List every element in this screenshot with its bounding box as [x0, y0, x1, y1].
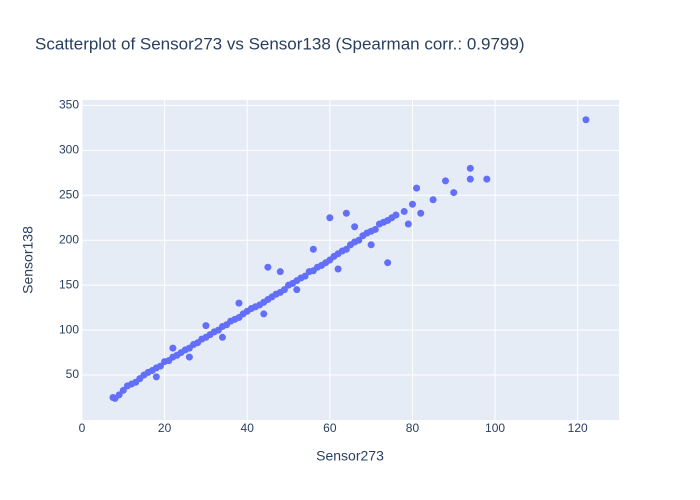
point	[202, 322, 210, 330]
point	[466, 175, 474, 183]
point	[185, 353, 193, 361]
point	[152, 373, 160, 381]
grid	[81, 100, 619, 420]
point	[169, 344, 177, 352]
point	[466, 164, 474, 172]
point	[334, 265, 342, 273]
y-tick-label: 350	[59, 98, 79, 112]
point	[264, 263, 272, 271]
y-tick-label: 250	[59, 187, 79, 201]
y-tick-label: 100	[59, 322, 79, 336]
point	[351, 223, 359, 231]
point	[429, 196, 437, 204]
point	[276, 268, 284, 276]
point	[156, 362, 164, 370]
x-tick-label: 100	[485, 421, 505, 435]
x-tick-label: 20	[158, 421, 172, 435]
point	[235, 299, 243, 307]
point	[218, 333, 226, 341]
y-axis-title: Sensor138	[20, 226, 36, 294]
y-tick-label: 300	[59, 143, 79, 157]
point	[342, 245, 350, 253]
point	[355, 236, 363, 244]
x-tick-label: 120	[568, 421, 588, 435]
point	[280, 286, 288, 294]
x-tick-label: 0	[79, 421, 86, 435]
point	[371, 225, 379, 233]
point	[483, 175, 491, 183]
point	[392, 211, 400, 219]
chart-title: Scatterplot of Sensor273 vs Sensor138 (S…	[35, 34, 525, 53]
x-tick-label: 60	[323, 421, 337, 435]
point	[384, 259, 392, 267]
y-tick-label: 150	[59, 277, 79, 291]
x-axis-title: Sensor273	[316, 448, 384, 464]
point	[119, 386, 127, 394]
point	[582, 116, 590, 124]
point	[404, 220, 412, 228]
y-tick-label: 200	[59, 232, 79, 246]
x-tick-label: 40	[241, 421, 255, 435]
point	[326, 214, 334, 222]
point	[413, 184, 421, 192]
point	[115, 391, 123, 399]
point	[309, 245, 317, 253]
point	[442, 177, 450, 185]
point	[408, 200, 416, 208]
point	[260, 310, 268, 318]
points	[109, 116, 590, 402]
plot-area	[82, 100, 619, 420]
point	[400, 207, 408, 215]
point	[367, 241, 375, 249]
point	[342, 209, 350, 217]
point	[450, 189, 458, 197]
x-tick-label: 80	[406, 421, 420, 435]
point	[417, 209, 425, 217]
y-tick-label: 50	[66, 367, 80, 381]
point	[301, 272, 309, 280]
point	[293, 286, 301, 294]
